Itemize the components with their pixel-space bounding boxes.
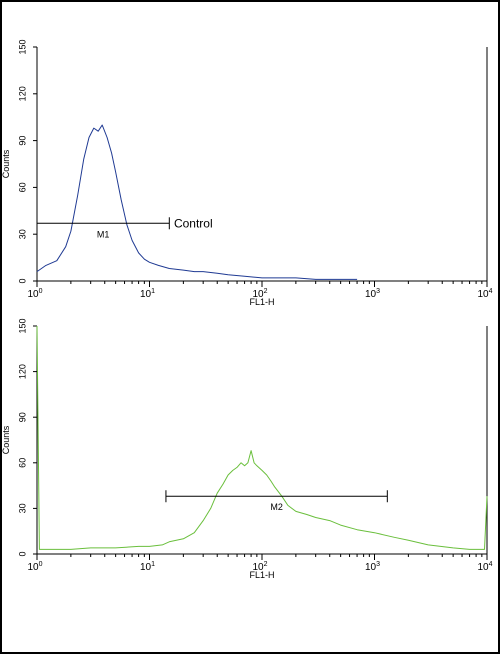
- x-axis-label: FL1-H: [249, 570, 274, 580]
- x-tick-label: 100: [27, 561, 42, 573]
- y-axis-label: Counts: [1, 149, 11, 178]
- x-tick-labels: 100 101 102 103 104: [27, 281, 493, 300]
- x-tick-label: 104: [477, 288, 492, 300]
- x-tick-label: 101: [140, 561, 155, 573]
- x-tick-labels: 100 101 102 103 104: [27, 554, 493, 573]
- x-tick-label: 103: [365, 288, 380, 300]
- series-line-control: [36, 124, 358, 280]
- x-tick-label: 101: [140, 288, 155, 300]
- y-tick-label: 90: [17, 136, 27, 146]
- y-tick-label: 120: [17, 364, 27, 379]
- y-tick-labels: 0 30 60 90 120 150: [17, 318, 37, 557]
- y-tick-label: 30: [17, 503, 27, 513]
- annotations: M1 Control: [36, 216, 213, 239]
- annotations: M2: [165, 490, 388, 512]
- y-tick-label: 120: [17, 86, 27, 101]
- y-tick-label: 90: [17, 412, 27, 422]
- y-tick-label: 150: [17, 318, 27, 333]
- y-tick-label: 0: [17, 551, 27, 556]
- y-tick-labels: 0 30 60 90 120 150: [17, 39, 37, 284]
- x-tick-label: 104: [477, 561, 492, 573]
- y-axis-label: Counts: [1, 425, 11, 454]
- marker-label: M1: [97, 229, 110, 239]
- x-tick-label: 103: [365, 561, 380, 573]
- annotation-text: Control: [174, 216, 213, 230]
- y-tick-label: 150: [17, 39, 27, 54]
- axes: [36, 326, 488, 555]
- y-tick-label: 60: [17, 182, 27, 192]
- x-axis-label: FL1-H: [249, 297, 274, 307]
- series-line-sample: [36, 325, 488, 550]
- y-tick-label: 30: [17, 229, 27, 239]
- x-tick-label: 100: [27, 288, 42, 300]
- axes: [36, 47, 488, 282]
- marker-label: M2: [270, 502, 283, 512]
- y-tick-label: 60: [17, 458, 27, 468]
- y-tick-label: 0: [17, 278, 27, 283]
